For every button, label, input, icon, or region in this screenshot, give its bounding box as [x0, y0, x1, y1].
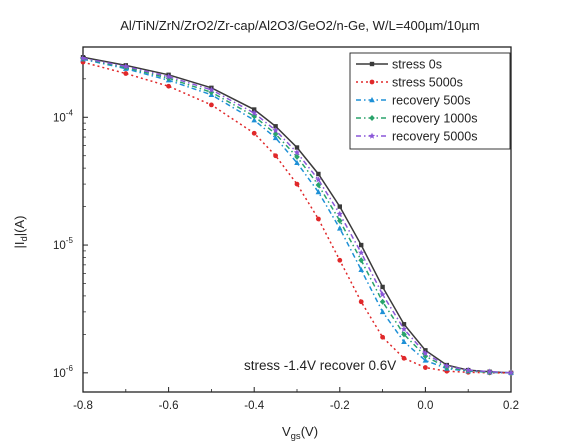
- data-point: [379, 291, 386, 298]
- series-group: [79, 54, 515, 376]
- data-point: [358, 299, 364, 305]
- x-axis-ticks: -0.8 -0.6 -0.4 -0.2 0.0 0.2: [73, 387, 519, 412]
- data-point: [443, 362, 451, 369]
- data-point: [273, 124, 278, 129]
- data-point: [316, 171, 321, 177]
- data-point: [251, 113, 257, 120]
- y-tick-label: 10-5: [53, 236, 73, 252]
- legend-marker: [369, 79, 375, 85]
- legend-label: recovery 500s: [392, 94, 471, 108]
- data-point: [316, 216, 321, 222]
- data-point: [507, 369, 515, 376]
- data-point: [380, 284, 385, 290]
- data-point: [359, 242, 364, 248]
- x-tick-label: -0.2: [330, 400, 350, 412]
- data-point: [337, 217, 343, 224]
- data-point: [357, 249, 365, 256]
- x-tick-label: 0.2: [503, 400, 519, 412]
- x-tick-label: 0.0: [417, 400, 433, 412]
- y-tick-label: 10-4: [53, 108, 73, 124]
- legend-label: stress 5000s: [392, 76, 463, 90]
- data-point: [272, 134, 279, 141]
- legend: stress 0s stress 5000s recovery 500s recove…: [349, 52, 511, 150]
- data-point: [401, 322, 407, 327]
- x-axis-label: Vgs(V): [282, 424, 318, 442]
- data-point: [358, 266, 364, 273]
- data-point: [379, 298, 386, 305]
- data-point: [315, 189, 322, 195]
- series-recovery-5000s: [79, 54, 515, 376]
- data-point: [380, 334, 385, 340]
- data-point: [208, 86, 215, 93]
- data-point: [400, 325, 408, 332]
- data-point: [315, 182, 322, 189]
- data-point: [122, 63, 130, 70]
- data-point: [315, 176, 322, 183]
- legend-marker: [369, 61, 375, 67]
- data-point: [337, 204, 342, 209]
- data-point: [379, 308, 386, 315]
- data-point: [293, 149, 301, 156]
- data-point: [486, 368, 493, 375]
- data-point: [273, 153, 278, 159]
- legend-marker: [369, 115, 375, 121]
- x-tick-label: -0.4: [244, 400, 264, 412]
- legend-label: recovery 1000s: [392, 112, 477, 126]
- data-point: [423, 365, 428, 370]
- data-point: [294, 159, 300, 166]
- data-point: [250, 109, 258, 116]
- data-point: [272, 126, 279, 134]
- chart-title: Al/TiN/ZrN/ZrO2/Zr-cap/Al2O3/GeO2/n-Ge, …: [120, 18, 479, 33]
- data-point: [294, 181, 300, 187]
- data-point: [294, 153, 300, 160]
- data-point: [251, 117, 257, 123]
- data-point: [166, 83, 172, 89]
- data-point: [358, 257, 364, 264]
- legend-label: recovery 5000s: [392, 130, 477, 144]
- y-axis-label: |Id|(A): [12, 215, 30, 248]
- data-point: [251, 130, 257, 136]
- data-point: [165, 73, 172, 80]
- legend-label: stress 0s: [392, 58, 442, 72]
- data-point: [337, 225, 343, 231]
- data-point: [252, 107, 257, 112]
- x-tick-label: -0.6: [159, 400, 179, 412]
- data-point: [294, 145, 300, 150]
- x-tick-label: -0.8: [73, 400, 93, 412]
- data-point: [401, 331, 407, 338]
- data-point: [422, 357, 429, 363]
- data-point: [401, 338, 407, 344]
- data-point: [337, 257, 343, 263]
- legend-marker: [369, 97, 375, 103]
- data-point: [209, 102, 214, 108]
- data-point: [123, 71, 129, 76]
- legend-marker: [368, 132, 376, 139]
- stress-annotation: stress -1.4V recover 0.6V: [244, 358, 396, 373]
- data-point: [401, 355, 407, 361]
- data-point: [464, 366, 472, 373]
- legend-frame: [349, 52, 511, 150]
- y-tick-label: 10-6: [53, 364, 73, 380]
- data-point: [336, 210, 344, 217]
- data-point: [79, 54, 87, 61]
- data-point: [422, 349, 429, 357]
- y-axis-ticks: 10-4 10-5 10-6: [53, 55, 88, 380]
